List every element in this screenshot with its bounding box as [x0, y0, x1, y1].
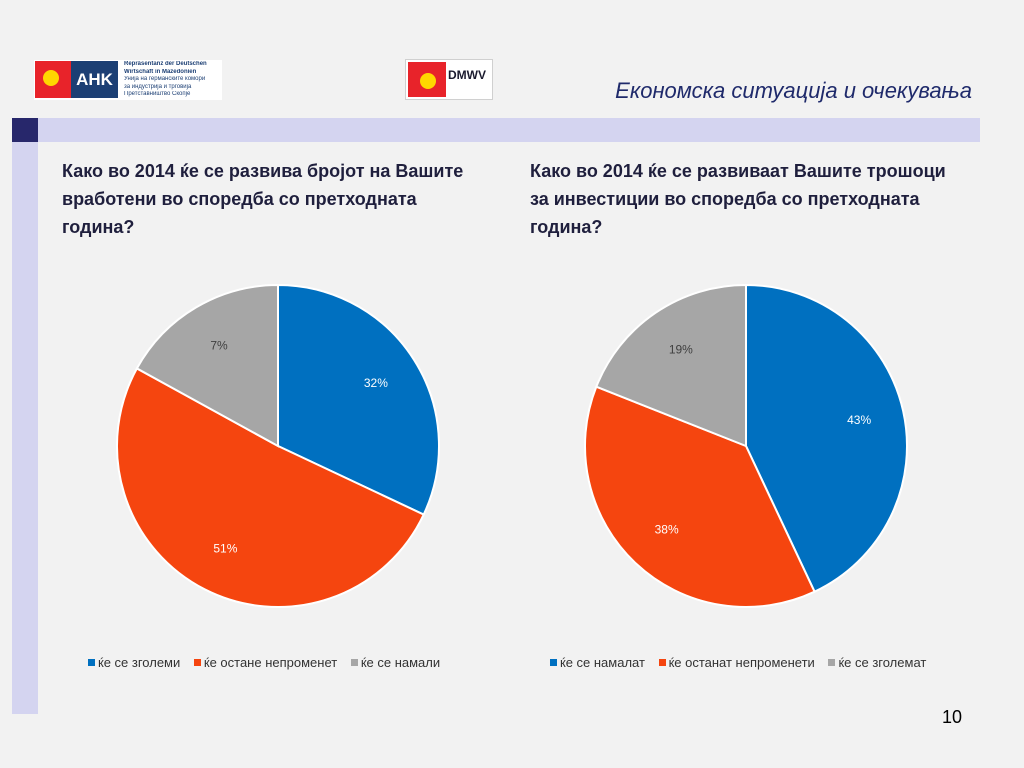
legend-label: ќе се намали: [360, 655, 441, 670]
legend-item: ќе остане непроменет: [193, 655, 338, 670]
slide-title: Економска ситуација и очекувања: [615, 78, 972, 103]
legend-item: ќе се зголемат: [828, 655, 926, 670]
header-band: [38, 118, 980, 142]
legend-label: ќе останат непроменети: [668, 655, 815, 670]
legend-item: ќе се намалат: [550, 655, 645, 670]
page-number: 10: [941, 707, 962, 727]
pie-data-label: 7%: [210, 338, 228, 352]
pie-data-label: 51%: [213, 541, 237, 555]
legend-swatch: [658, 659, 666, 666]
side-band: [12, 142, 38, 714]
pie-slice: [116, 367, 426, 608]
pie-data-label: 32%: [364, 376, 388, 390]
legend-swatch: [88, 659, 95, 666]
legend-label: ќе се намалат: [560, 655, 645, 670]
header-band-accent: [12, 118, 38, 142]
legend-item: ќе останат непроменети: [658, 655, 815, 670]
legend-swatch: [193, 659, 201, 666]
sun-flag-icon: [408, 62, 446, 97]
pie-slice: [277, 283, 440, 516]
ahk-logo: AHK Repräsentanz der Deutschen Wirtschaf…: [34, 60, 222, 100]
pie-slice: [595, 283, 747, 448]
legend-swatch: [350, 659, 358, 666]
macedonia-flag-icon: [35, 61, 71, 98]
pie-data-label: 38%: [655, 523, 679, 537]
ahk-logo-text: Repräsentanz der Deutschen Wirtschaft in…: [124, 61, 207, 97]
legend-swatch: [550, 659, 557, 666]
dmwv-mark: DMWV: [448, 68, 486, 82]
legend-item: ќе се намали: [350, 655, 441, 670]
legend-label: ќе се зголеми: [98, 655, 181, 670]
pie-slice: [135, 283, 279, 448]
chart2-title: Како во 2014 ќе се развиваат Вашите трош…: [530, 161, 946, 237]
ahk-mark: AHK: [71, 61, 118, 98]
pie-data-label: 43%: [847, 413, 871, 427]
pie-slice: [745, 283, 908, 594]
chart2-legend: ќе се намалат ќе останат непроменети ќе …: [550, 655, 936, 670]
dmwv-logo: DMWV: [405, 59, 493, 100]
pie-slice: [584, 385, 816, 608]
legend-item: ќе се зголеми: [88, 655, 180, 670]
pie-data-label: 19%: [669, 342, 693, 356]
legend-swatch: [828, 659, 836, 666]
legend-label: ќе се зголемат: [838, 655, 927, 670]
legend-label: ќе остане непроменет: [203, 655, 338, 670]
chart1-legend: ќе се зголеми ќе остане непроменет ќе се…: [88, 655, 450, 670]
chart1-title: Како во 2014 ќе се развива бројот на Ваш…: [62, 161, 464, 237]
